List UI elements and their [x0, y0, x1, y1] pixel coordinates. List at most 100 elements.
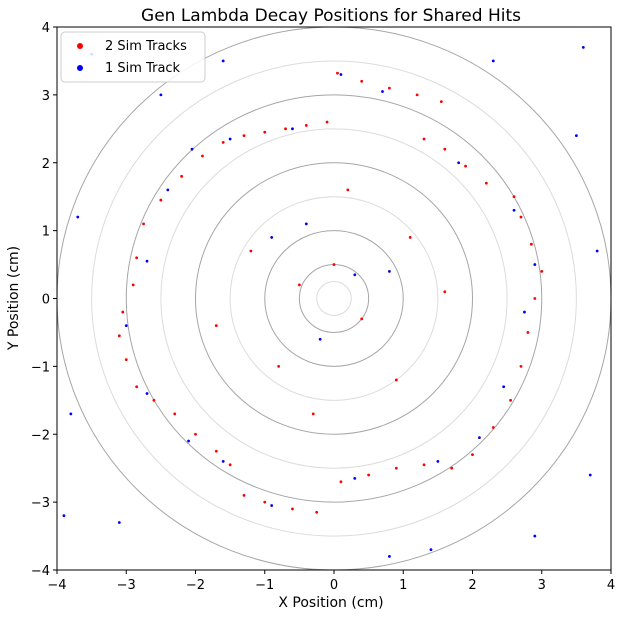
- y-tick-label: −4: [31, 564, 50, 579]
- y-tick-label: 1: [42, 225, 50, 240]
- x-tick-label: 1: [399, 578, 407, 593]
- data-point-1-sim-track: [491, 59, 495, 63]
- data-point-2-sim-tracks: [443, 147, 447, 151]
- data-point-2-sim-tracks: [484, 181, 488, 185]
- data-point-2-sim-tracks: [415, 93, 419, 97]
- data-point-1-sim-track: [353, 476, 357, 480]
- data-point-2-sim-tracks: [422, 463, 426, 467]
- y-tick-label: −3: [31, 496, 50, 511]
- legend-label-1-sim-track: 1 Sim Track: [105, 61, 181, 76]
- data-point-2-sim-tracks: [325, 120, 329, 124]
- data-point-2-sim-tracks: [367, 473, 371, 477]
- data-point-2-sim-tracks: [180, 174, 184, 178]
- data-point-1-sim-track: [76, 215, 80, 219]
- data-point-2-sim-tracks: [159, 198, 163, 202]
- data-point-2-sim-tracks: [360, 79, 364, 83]
- data-point-2-sim-tracks: [142, 222, 145, 226]
- reference-circle-dark: [264, 230, 404, 367]
- data-point-2-sim-tracks: [336, 71, 339, 75]
- reference-circle-light: [91, 60, 577, 537]
- data-point-1-sim-track: [270, 504, 274, 507]
- data-point-2-sim-tracks: [263, 500, 267, 504]
- data-point-2-sim-tracks: [304, 124, 308, 127]
- data-point-2-sim-tracks: [519, 364, 523, 368]
- data-point-2-sim-tracks: [228, 463, 232, 467]
- reference-circle-light: [316, 281, 352, 316]
- legend-marker-2-sim-tracks: [77, 43, 83, 49]
- x-axis-ticks: −4 −3 −2 −1 0 1 2 3 4: [47, 570, 615, 593]
- data-point-2-sim-tracks: [526, 331, 530, 334]
- data-point-1-sim-track: [190, 147, 194, 151]
- y-axis-label: Y Position (cm): [6, 246, 22, 351]
- data-point-2-sim-tracks: [533, 297, 537, 300]
- y-tick-label: 2: [42, 157, 50, 172]
- y-tick-label: −2: [31, 428, 50, 443]
- data-point-2-sim-tracks: [284, 127, 287, 131]
- data-point-2-sim-tracks: [117, 334, 121, 338]
- data-point-2-sim-tracks: [529, 242, 533, 246]
- data-point-2-sim-tracks: [201, 154, 204, 158]
- data-point-1-sim-track: [187, 439, 190, 443]
- data-point-1-sim-track: [523, 310, 526, 314]
- data-point-2-sim-tracks: [388, 86, 391, 90]
- data-point-1-sim-track: [145, 259, 149, 263]
- data-point-2-sim-tracks: [135, 256, 139, 260]
- x-tick-label: −3: [117, 578, 136, 593]
- reference-circle-dark: [195, 162, 473, 435]
- x-tick-label: −1: [255, 578, 274, 593]
- legend: 2 Sim Tracks 1 Sim Track: [60, 31, 206, 83]
- data-point-2-sim-tracks: [346, 188, 350, 192]
- legend-marker-1-sim-track: [77, 65, 83, 71]
- data-point-1-sim-track: [304, 222, 308, 226]
- data-point-2-sim-tracks: [242, 493, 246, 497]
- data-point-1-sim-track: [381, 90, 384, 93]
- data-point-2-sim-tracks: [471, 453, 474, 457]
- data-point-1-sim-track: [228, 137, 232, 141]
- data-point-1-sim-track: [318, 337, 322, 341]
- data-point-1-sim-track: [581, 45, 585, 49]
- data-point-2-sim-tracks: [173, 412, 177, 416]
- data-point-1-sim-track: [221, 460, 225, 463]
- data-point-2-sim-tracks: [124, 358, 128, 361]
- reference-circle-light: [160, 128, 508, 469]
- data-point-1-sim-track: [595, 249, 599, 253]
- data-point-2-sim-tracks: [135, 385, 139, 389]
- data-point-2-sim-tracks: [491, 426, 495, 429]
- data-point-2-sim-tracks: [131, 283, 135, 287]
- data-point-1-sim-track: [353, 273, 357, 277]
- y-tick-label: −1: [31, 360, 50, 375]
- data-point-1-sim-track: [457, 161, 461, 165]
- data-point-2-sim-tracks: [152, 398, 156, 402]
- data-point-1-sim-track: [221, 59, 225, 63]
- x-tick-label: 2: [468, 578, 476, 593]
- y-tick-label: 3: [42, 89, 50, 104]
- data-point-2-sim-tracks: [194, 432, 197, 436]
- data-point-2-sim-tracks: [214, 324, 218, 328]
- legend-box: [60, 31, 206, 83]
- reference-circle-light: [229, 196, 439, 401]
- data-point-1-sim-track: [436, 460, 440, 463]
- data-point-1-sim-track: [339, 73, 343, 76]
- data-point-2-sim-tracks: [311, 412, 315, 416]
- data-point-2-sim-tracks: [221, 140, 225, 144]
- x-tick-label: −4: [47, 578, 66, 593]
- data-point-1-sim-track: [388, 555, 391, 558]
- data-point-1-sim-track: [533, 534, 537, 538]
- data-point-2-sim-tracks: [408, 236, 412, 239]
- chart-title: Gen Lambda Decay Positions for Shared Hi…: [141, 6, 521, 26]
- data-point-2-sim-tracks: [297, 283, 301, 287]
- data-point-2-sim-tracks: [277, 364, 280, 368]
- data-point-1-sim-track: [533, 263, 537, 266]
- data-point-1-sim-track: [291, 127, 294, 131]
- data-point-1-sim-track: [502, 385, 506, 389]
- data-point-2-sim-tracks: [394, 466, 398, 470]
- data-point-1-sim-track: [166, 188, 170, 192]
- legend-label-2-sim-tracks: 2 Sim Tracks: [105, 39, 187, 54]
- reference-circles: [57, 27, 611, 570]
- x-axis-label: X Position (cm): [278, 595, 383, 611]
- data-point-1-sim-track: [270, 236, 274, 239]
- data-point-2-sim-tracks: [315, 510, 319, 514]
